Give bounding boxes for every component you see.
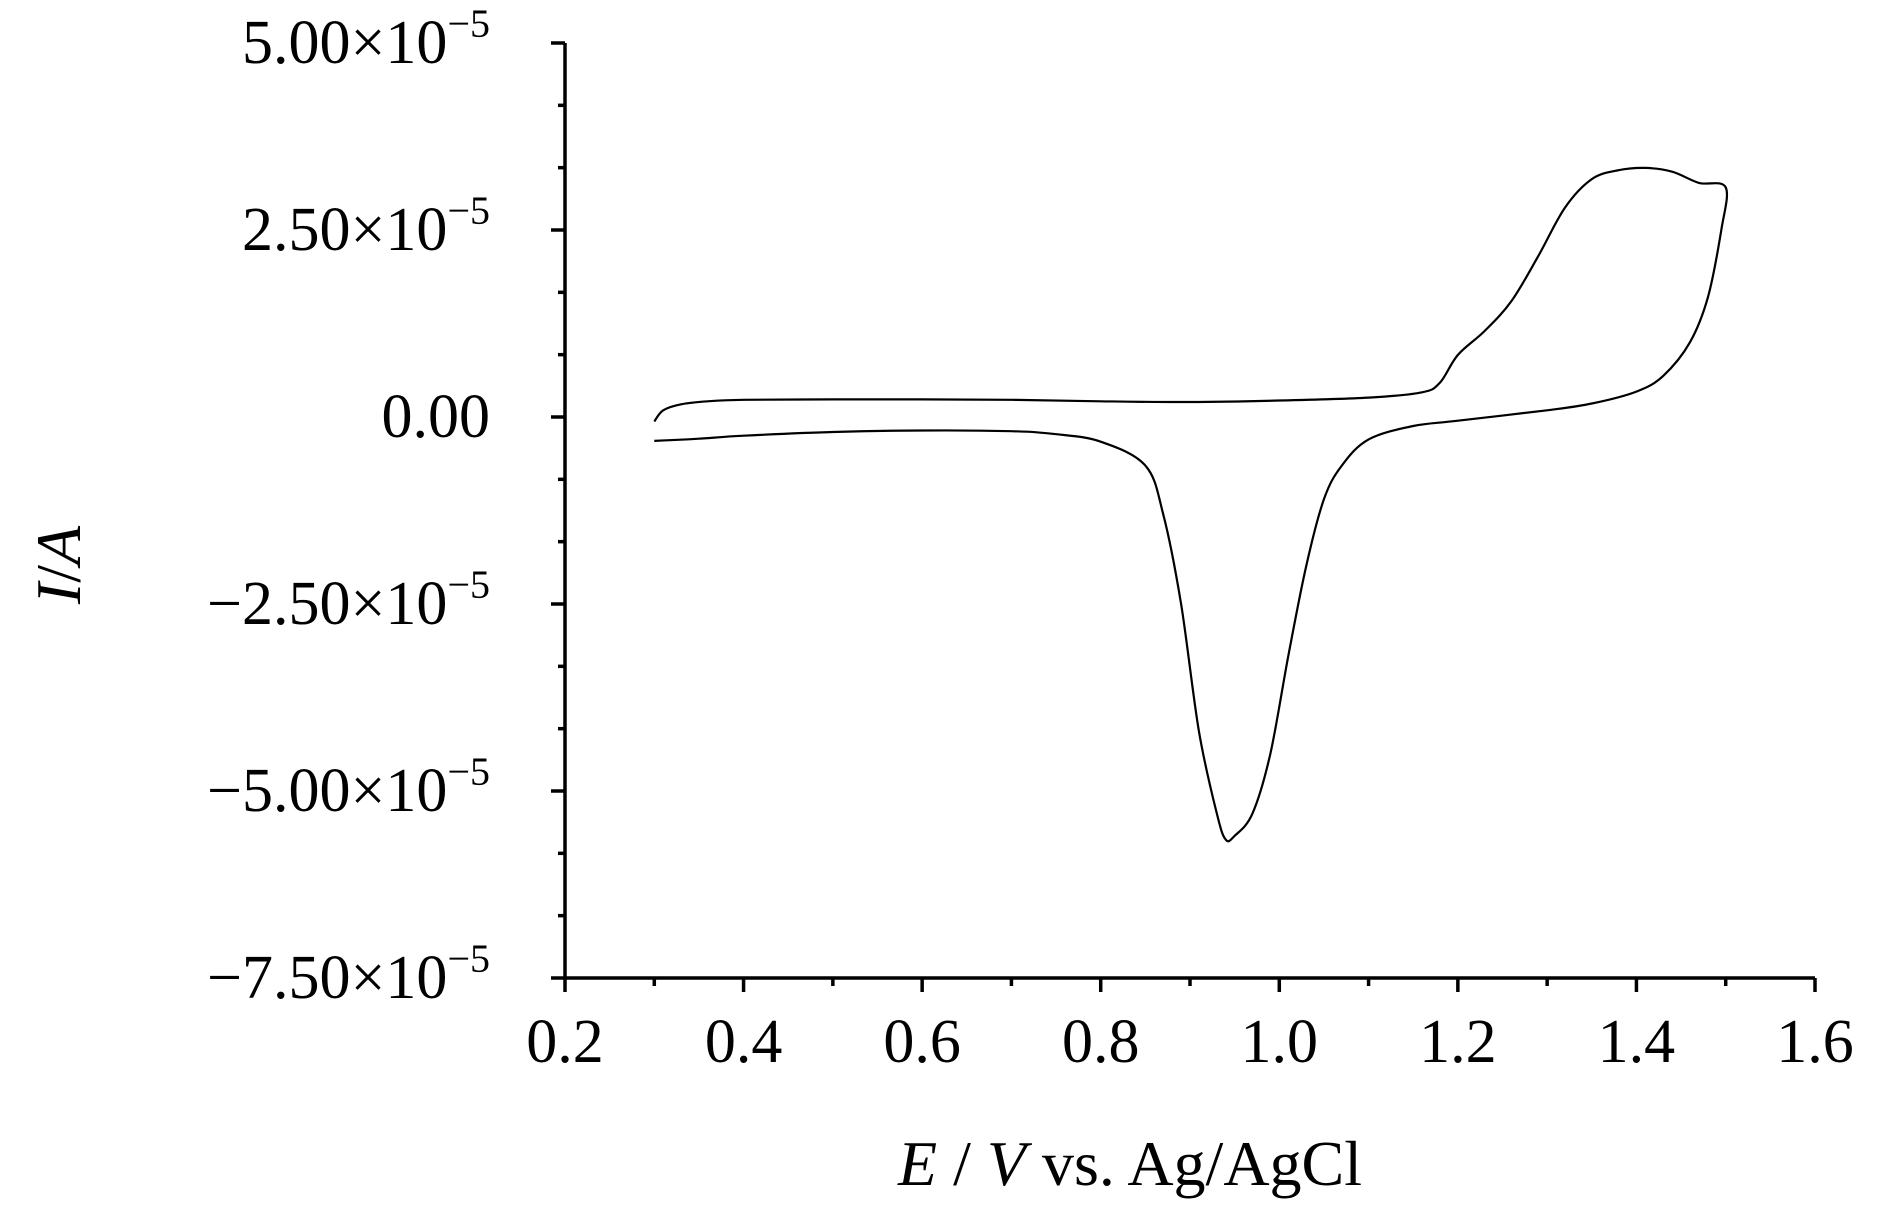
x-tick-label: 0.6 <box>883 1008 961 1076</box>
y-axis-tick-labels: 5.00×10−5 2.50×10−5 0.00 −2.50×10−5 −5.00×10… <box>207 1 490 1012</box>
x-tick-label: 1.4 <box>1598 1008 1676 1076</box>
y-axis-title: I/A <box>23 525 94 605</box>
y-tick-label: −2.50×10−5 <box>207 562 490 638</box>
x-axis-title: E / V vs. Ag/AgCl <box>897 1128 1362 1199</box>
cv-curve-line <box>653 166 1729 843</box>
x-axis-tick-labels: 0.2 0.4 0.6 0.8 1.0 1.2 1.4 1.6 <box>526 1008 1854 1076</box>
x-tick-label: 1.0 <box>1241 1008 1319 1076</box>
y-tick-label: 2.50×10−5 <box>242 188 490 264</box>
x-tick-label: 0.8 <box>1062 1008 1140 1076</box>
x-tick-label: 0.2 <box>526 1008 604 1076</box>
y-axis-ticks <box>551 41 565 980</box>
x-axis-ticks <box>563 978 1817 992</box>
y-tick-label: −5.00×10−5 <box>207 749 490 825</box>
x-tick-label: 0.4 <box>705 1008 783 1076</box>
y-tick-label: 0.00 <box>382 383 491 451</box>
x-tick-label: 1.2 <box>1419 1008 1497 1076</box>
x-tick-label: 1.6 <box>1776 1008 1854 1076</box>
y-tick-label: 5.00×10−5 <box>242 1 490 77</box>
y-tick-label: −7.50×10−5 <box>207 936 490 1012</box>
